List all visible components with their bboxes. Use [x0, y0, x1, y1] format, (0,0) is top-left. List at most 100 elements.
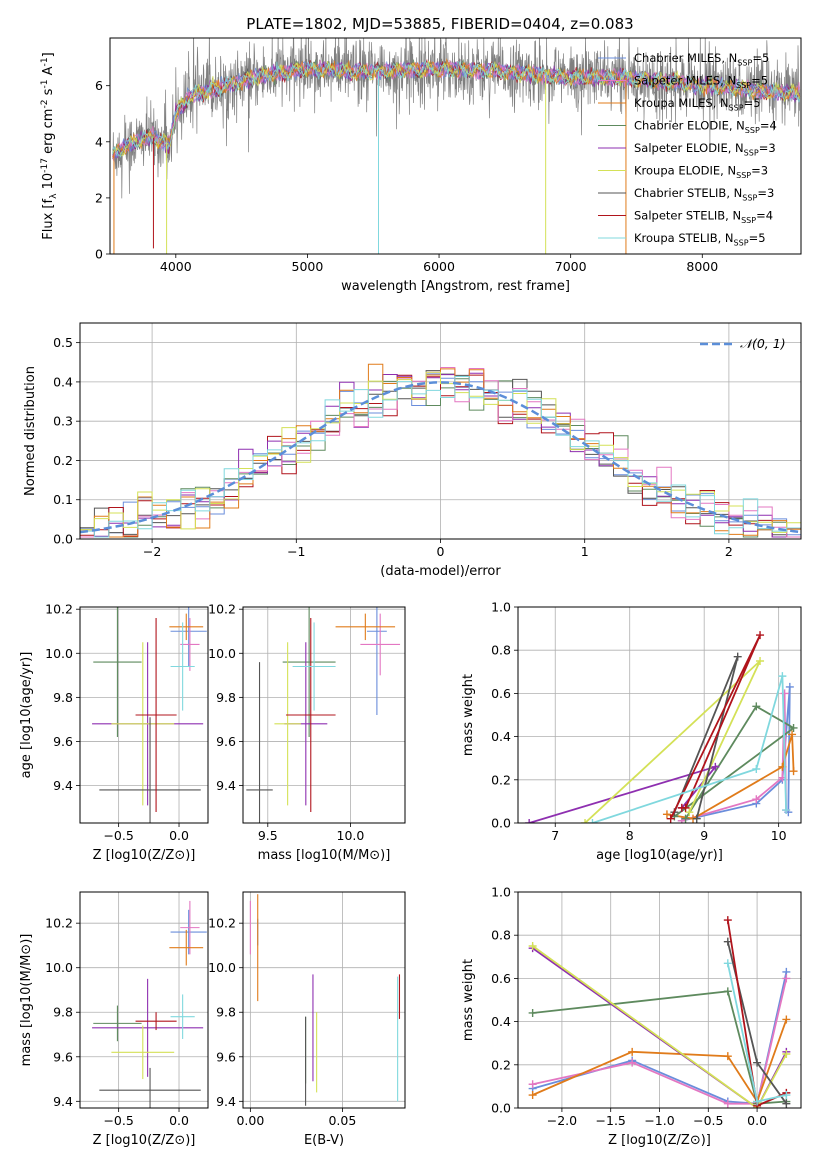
x-axis-label: E(B-V): [304, 1133, 344, 1148]
weight-marker: [789, 767, 798, 776]
legend-label: Chabrier STELIB, NSSP=3: [634, 186, 774, 202]
weight-marker: [753, 1058, 762, 1067]
axes-frame: [79, 322, 802, 540]
weight-marker: [723, 959, 732, 968]
plot-residuals: [80, 363, 801, 538]
weight-marker: [723, 1099, 732, 1108]
y-tick-label: 0.8: [491, 643, 511, 658]
plot-weight-Z: [528, 916, 791, 1108]
y-tick-label: 10.2: [208, 916, 236, 931]
frame: 7 8 9 10 0.0 0.2 0.4 0.6 0.8 1.0 age [log10(age/yr…: [461, 600, 802, 863]
y-tick-label: 0.2: [491, 1057, 511, 1072]
weight-marker: [528, 942, 537, 950]
axes-frame: [242, 891, 406, 1109]
frame: 4000 5000 6000 7000 8000 0 2 4 6 wavelength [Angs…: [40, 37, 802, 294]
y-tick-label: 9.4: [53, 1094, 73, 1109]
y-tick-label: 1.0: [491, 600, 511, 615]
y-tick-label: 1.0: [491, 885, 511, 900]
weight-marker: [752, 702, 761, 711]
x-tick-label: 2: [725, 544, 733, 559]
x-tick-label: −1: [287, 544, 305, 559]
weight-marker: [789, 723, 798, 732]
weight-marker: [711, 762, 720, 771]
weight-marker: [723, 1052, 732, 1061]
legend-label: Kroupa MILES, NSSP=5: [634, 96, 761, 112]
axes-mass-Z: −0.5 0.0 9.4 9.6 9.8 10.0 10.2 Z [log10(Z/Z⊙)] m…: [19, 891, 209, 1148]
weight-marker: [782, 1099, 791, 1108]
y-tick-label: 0.6: [491, 686, 511, 701]
y-tick-label: 0.0: [491, 816, 511, 831]
frame: −2 −1 0 1 2 0.0 0.1 0.2 0.3 0.4 0.5 (data-model)/er…: [23, 322, 802, 579]
x-tick-label: −0.5: [693, 1113, 723, 1128]
histogram-8: [80, 376, 801, 538]
weight-marker: [628, 1058, 637, 1067]
weight-marker: [681, 814, 690, 823]
x-axis-label: (data-model)/error: [380, 564, 501, 579]
weight-marker: [782, 1091, 791, 1100]
x-axis-label: Z [log10(Z/Z⊙)]: [93, 1133, 196, 1148]
frame: −0.5 0.0 9.4 9.6 9.8 10.0 10.2 Z [log10(Z/Z⊙)] m…: [19, 891, 209, 1148]
y-axis-label: mass [log10(M/M⊙)]: [19, 934, 34, 1067]
weight-marker: [752, 765, 761, 773]
x-tick-label: −0.5: [103, 828, 133, 843]
x-tick-label: −2: [143, 544, 161, 559]
plot-mass-Z: [92, 900, 207, 1108]
axes-frame: [242, 606, 406, 824]
x-axis-label: wavelength [Angstrom, rest frame]: [341, 279, 570, 294]
weight-marker: [788, 730, 797, 739]
x-tick-label: 9: [700, 828, 708, 843]
legend: Chabrier MILES, NSSP=5 Salpeter MILES, NS…: [598, 51, 777, 247]
x-tick-label: 0.0: [169, 828, 189, 843]
x-tick-label: 1: [581, 544, 589, 559]
weight-line: [532, 990, 787, 1105]
axes-background: [518, 607, 801, 823]
y-tick-label: 9.8: [216, 1005, 236, 1020]
plot-weight-age: [525, 631, 798, 823]
x-tick-label: −1.0: [644, 1113, 674, 1128]
y-tick-label: 10.2: [45, 916, 73, 931]
weight-marker: [723, 916, 732, 925]
y-tick-label: 0.1: [53, 492, 73, 507]
x-axis-label: Z [log10(Z/Z⊙)]: [608, 1133, 711, 1148]
x-tick-label: 10: [771, 828, 787, 843]
y-tick-label: 10.0: [208, 646, 236, 661]
y-tick-label: 0.0: [53, 532, 73, 547]
frame: −0.5 0.0 9.4 9.6 9.8 10.0 10.2 Z [log10(Z/Z⊙)] a…: [19, 602, 209, 863]
y-tick-label: 9.4: [216, 778, 236, 793]
plot-mass-EBV: [249, 894, 401, 1106]
axes-weight-age: 7 8 9 10 0.0 0.2 0.4 0.6 0.8 1.0 age [log10(age/yr…: [461, 600, 802, 863]
legend-label: Kroupa ELODIE, NSSP=3: [634, 164, 768, 180]
weight-marker: [753, 1097, 762, 1106]
model-spectrum: [112, 59, 801, 158]
x-tick-label: 5000: [292, 259, 324, 274]
weight-line: [673, 705, 796, 820]
axes-age-mass: 9.5 10.0 9.4 9.6 9.8 10.0 10.2 mass [log10(M/M⊙…: [208, 602, 406, 863]
axes-background: [243, 892, 405, 1108]
y-tick-label: 9.4: [53, 778, 73, 793]
weight-marker: [778, 672, 787, 681]
y-tick-label: 0.4: [53, 374, 73, 389]
y-axis-label: Normed distribution: [23, 366, 38, 496]
x-tick-label: 9.5: [258, 828, 278, 843]
weight-line: [592, 675, 787, 823]
plot-age-Z: [92, 607, 207, 823]
axes-frame: [517, 606, 802, 824]
y-tick-label: 0.4: [491, 729, 511, 744]
y-tick-label: 9.8: [216, 690, 236, 705]
axes-spectrum: 4000 5000 6000 7000 8000 0 2 4 6 wavelength [Angs…: [40, 37, 802, 294]
grid: [243, 607, 405, 823]
y-tick-label: 4: [95, 134, 103, 149]
weight-marker: [662, 810, 671, 819]
y-tick-label: 6: [95, 78, 103, 93]
y-tick-label: 9.6: [216, 1049, 236, 1064]
frame: −2.0 −1.5 −1.0 −0.5 0.0 0.0 0.2 0.4 0.6 0.8 1.0 Z […: [461, 885, 802, 1148]
frame: 0.00 0.05 9.4 9.6 9.8 10.0 10.2 E(B-V): [208, 891, 406, 1148]
x-tick-label: 7: [551, 828, 559, 843]
y-tick-label: 0.0: [491, 1101, 511, 1116]
y-tick-label: 0: [95, 247, 103, 262]
weight-marker: [723, 987, 732, 996]
axes-residuals: −2 −1 0 1 2 0.0 0.1 0.2 0.3 0.4 0.5 (data-model)/er…: [23, 322, 802, 579]
weight-marker: [588, 819, 597, 823]
legend-label: Chabrier ELODIE, NSSP=4: [634, 119, 777, 135]
x-tick-label: 0.0: [747, 1113, 767, 1128]
